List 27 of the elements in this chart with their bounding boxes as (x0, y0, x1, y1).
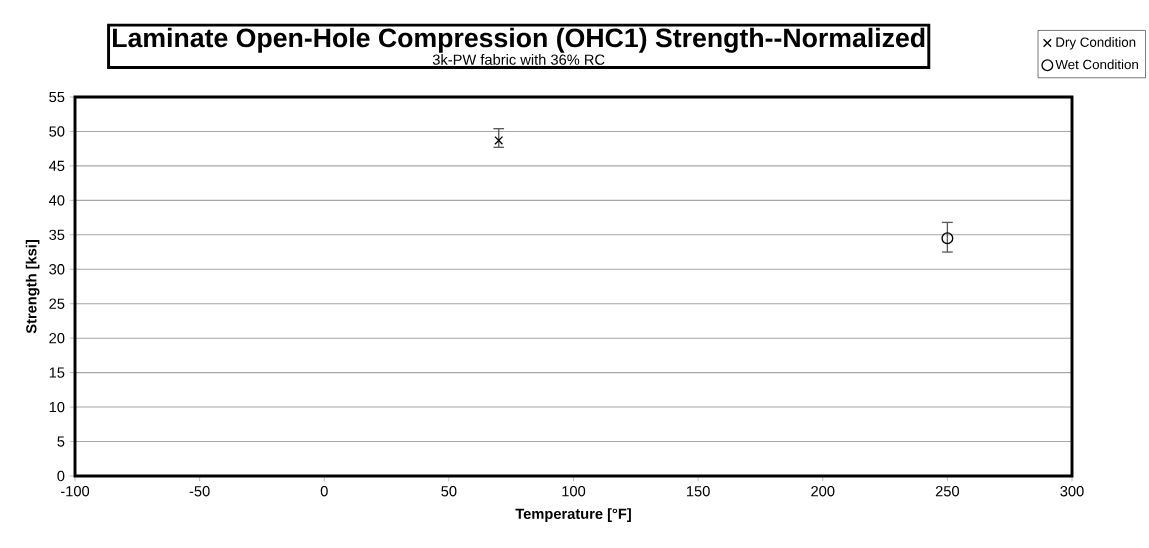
y-tick-label: 55 (49, 91, 65, 103)
x-tick-label: 50 (441, 486, 457, 497)
x-tick-label: 200 (811, 486, 835, 497)
x-tick-label: 300 (1060, 486, 1084, 497)
x-tick-label: 100 (562, 486, 586, 497)
y-tick-label: 0 (57, 470, 65, 482)
chart-title: Laminate Open-Hole Compression (OHC1) Strength--Normalized (113, 27, 925, 53)
y-tick-label: 5 (57, 436, 65, 447)
x-axis-title: Temperature [°F] (515, 508, 631, 522)
x-tick-label: -50 (189, 486, 210, 497)
y-tick-label: 15 (49, 367, 65, 378)
legend-label: Wet Condition (1055, 59, 1138, 70)
y-tick-label: 50 (49, 126, 65, 137)
chart-subtitle: 3k-PW fabric with 36% RC (432, 54, 605, 65)
x-tick-label: -100 (60, 486, 90, 497)
y-tick-label: 40 (48, 195, 65, 206)
y-tick-label: 25 (49, 298, 65, 309)
y-tick-label: 20 (49, 332, 65, 344)
x-tick-label: 0 (320, 486, 328, 497)
y-tick-label: 10 (49, 401, 65, 413)
y-tick-label: 45 (48, 160, 65, 172)
x-tick-label: 250 (935, 486, 960, 497)
y-tick-label: 35 (49, 229, 65, 240)
y-axis-title: Strength [ksi] (25, 240, 40, 334)
y-tick-label: 30 (49, 264, 65, 275)
legend-label: Dry Condition (1056, 37, 1136, 50)
x-tick-label: 150 (687, 486, 710, 497)
